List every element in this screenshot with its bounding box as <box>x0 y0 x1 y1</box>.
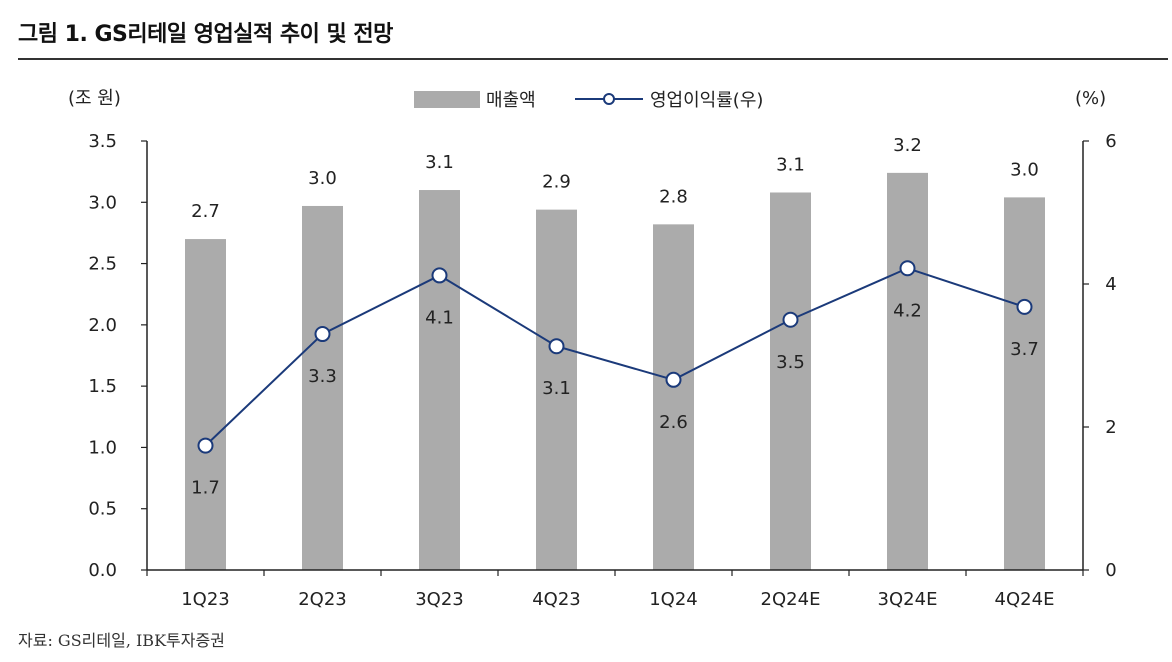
bar-value-label: 3.1 <box>776 154 805 175</box>
bar-2Q23 <box>302 205 343 570</box>
left-tick-label: 1.0 <box>88 437 117 458</box>
left-axis-unit: (조 원) <box>68 88 121 109</box>
figure-title: 그림 1. GS리테일 영업실적 추이 및 전망 <box>18 22 393 47</box>
bar-value-label: 2.7 <box>191 201 220 222</box>
bar-2Q24E <box>770 192 811 571</box>
left-tick-label: 0.5 <box>88 499 117 520</box>
legend-marker-swatch <box>603 93 615 105</box>
right-tick-label: 6 <box>1105 131 1116 152</box>
right-tick-label: 4 <box>1105 274 1116 295</box>
x-tick-label: 4Q24E <box>995 589 1055 610</box>
x-tick-label: 3Q24E <box>878 589 938 610</box>
margin-point-4Q24E <box>1016 298 1033 315</box>
bar-1Q23 <box>185 239 226 571</box>
bar-value-label: 3.2 <box>893 135 922 156</box>
right-axis-unit: (%) <box>1075 88 1106 109</box>
margin-value-label: 3.7 <box>1010 339 1039 360</box>
revenue-bars <box>185 172 1045 571</box>
left-tick-label: 2.5 <box>88 254 117 275</box>
margin-point-2Q24E <box>782 311 799 328</box>
margin-value-label: 4.2 <box>893 300 922 321</box>
margin-value-label: 2.6 <box>659 412 688 433</box>
x-tick-label: 3Q23 <box>415 589 464 610</box>
bar-1Q24 <box>653 224 694 570</box>
x-tick-label: 2Q24E <box>761 589 821 610</box>
legend-bar-label: 매출액 <box>486 90 536 111</box>
x-tick-label: 4Q23 <box>532 589 581 610</box>
bar-value-label: 3.0 <box>308 168 337 189</box>
margin-value-label: 4.1 <box>425 307 454 328</box>
bar-value-label: 3.0 <box>1010 159 1039 180</box>
chart-legend: 매출액 영업이익률(우) <box>414 90 763 111</box>
legend-line-label: 영업이익률(우) <box>650 90 763 111</box>
bar-3Q24E <box>887 172 928 570</box>
x-tick-label: 2Q23 <box>298 589 347 610</box>
margin-line-series <box>197 260 1033 454</box>
bar-3Q23 <box>419 190 460 570</box>
legend-bar-swatch <box>414 91 480 108</box>
left-tick-label: 3.5 <box>88 131 117 152</box>
x-tick-label: 1Q24 <box>649 589 698 610</box>
margin-point-3Q24E <box>899 260 916 277</box>
combo-chart: 0.0 0.5 1.0 1.5 2.0 2.5 3.0 3.5 0 2 4 6 1Q23 2Q23 3Q23… <box>68 88 1117 610</box>
left-tick-label: 0.0 <box>88 560 117 581</box>
margin-point-4Q23 <box>548 338 565 355</box>
bar-4Q23 <box>536 209 577 570</box>
data-labels: 2.7 3.0 3.1 2.9 2.8 3.1 3.2 3.0 1.7 3.3 4.1 3.1 2.6 3… <box>191 135 1039 499</box>
source-note: 자료: GS리테일, IBK투자증권 <box>18 631 225 650</box>
bar-value-label: 2.9 <box>542 172 571 193</box>
right-tick-label: 2 <box>1105 417 1116 438</box>
x-tick-label: 1Q23 <box>181 589 230 610</box>
margin-line <box>204 267 1025 447</box>
chart-axes: 0.0 0.5 1.0 1.5 2.0 2.5 3.0 3.5 0 2 4 6 1Q23 2Q23 3Q23… <box>68 88 1117 610</box>
bar-4Q24E <box>1004 197 1045 570</box>
margin-value-label: 3.1 <box>542 378 571 399</box>
margin-point-1Q24 <box>665 371 682 388</box>
bar-value-label: 2.8 <box>659 186 688 207</box>
left-tick-label: 2.0 <box>88 315 117 336</box>
left-tick-label: 3.0 <box>88 192 117 213</box>
right-tick-label: 0 <box>1105 560 1116 581</box>
left-tick-label: 1.5 <box>88 376 117 397</box>
bar-value-label: 3.1 <box>425 152 454 173</box>
margin-value-label: 3.5 <box>776 352 805 373</box>
margin-value-label: 1.7 <box>191 478 220 499</box>
margin-point-1Q23 <box>197 437 214 454</box>
margin-point-3Q23 <box>431 267 448 284</box>
title-divider <box>18 58 1168 60</box>
margin-point-2Q23 <box>314 326 331 343</box>
margin-value-label: 3.3 <box>308 366 337 387</box>
